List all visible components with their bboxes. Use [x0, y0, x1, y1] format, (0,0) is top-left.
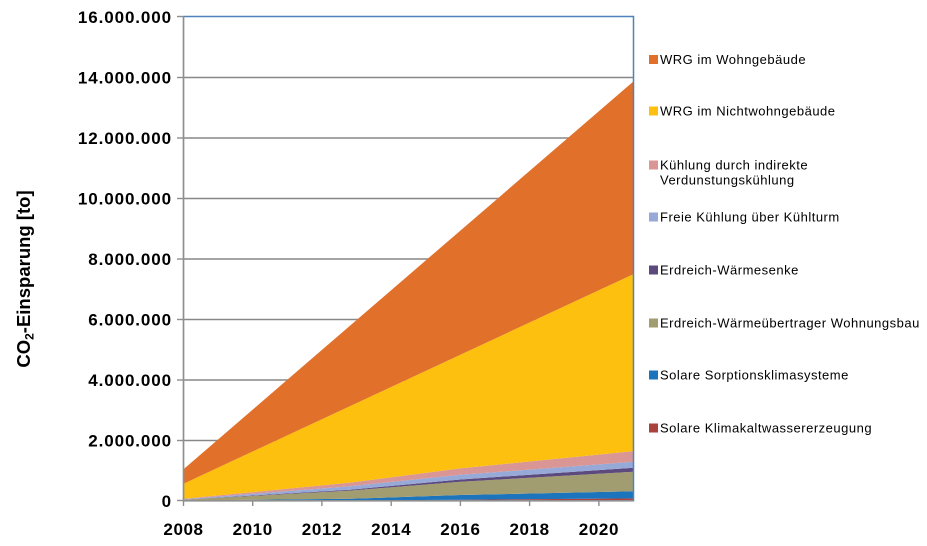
svg-text:CO2-Einsparung [to]: CO2-Einsparung [to] [13, 190, 37, 367]
svg-text:2008: 2008 [163, 520, 203, 539]
svg-text:16.000.000: 16.000.000 [78, 8, 172, 27]
svg-text:Kühlung durch indirekte: Kühlung durch indirekte [660, 158, 808, 173]
svg-text:Freie Kühlung über Kühlturm: Freie Kühlung über Kühlturm [660, 210, 840, 225]
svg-text:WRG im Wohngebäude: WRG im Wohngebäude [660, 52, 806, 67]
svg-text:14.000.000: 14.000.000 [78, 69, 172, 88]
svg-text:2.000.000: 2.000.000 [88, 432, 172, 451]
svg-text:2018: 2018 [509, 520, 549, 539]
svg-text:12.000.000: 12.000.000 [78, 129, 172, 148]
svg-text:10.000.000: 10.000.000 [78, 190, 172, 209]
svg-text:8.000.000: 8.000.000 [88, 250, 172, 269]
svg-text:2020: 2020 [579, 520, 619, 539]
svg-text:2010: 2010 [233, 520, 273, 539]
svg-text:Solare Sorptionsklimasysteme: Solare Sorptionsklimasysteme [660, 368, 849, 383]
svg-text:6.000.000: 6.000.000 [88, 311, 172, 330]
svg-text:Solare Klimakaltwassererzeugun: Solare Klimakaltwassererzeugung [660, 421, 872, 436]
svg-text:Erdreich-Wärmesenke: Erdreich-Wärmesenke [660, 263, 799, 278]
svg-text:2016: 2016 [440, 520, 480, 539]
svg-text:2014: 2014 [371, 520, 411, 539]
svg-text:4.000.000: 4.000.000 [88, 371, 172, 390]
svg-text:Erdreich-Wärmeübertrager Wohnu: Erdreich-Wärmeübertrager Wohnungsbau [660, 316, 920, 331]
svg-text:WRG im Nichtwohngebäude: WRG im Nichtwohngebäude [660, 104, 836, 119]
svg-text:Verdunstungskühlung: Verdunstungskühlung [660, 173, 795, 188]
svg-text:2012: 2012 [302, 520, 342, 539]
svg-text:0: 0 [162, 492, 172, 511]
